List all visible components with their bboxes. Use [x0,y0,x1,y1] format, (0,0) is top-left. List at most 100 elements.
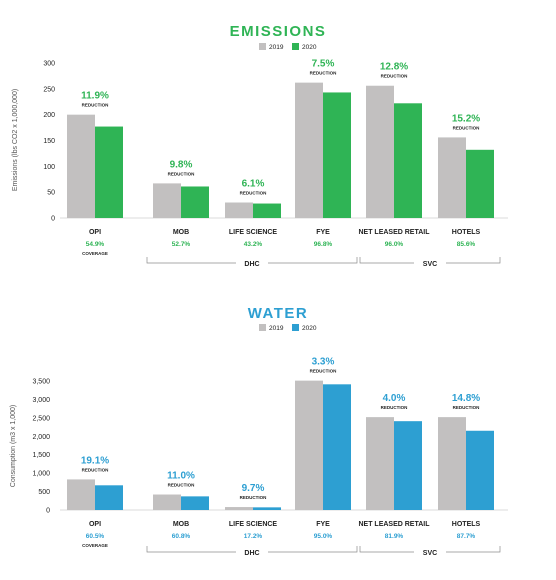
water-reduction-value: 9.7% [242,483,265,494]
emissions-legend-label-2020: 2020 [302,44,317,51]
water-category-label: OPI [89,521,101,528]
water-bar-2019 [225,507,253,510]
emissions-reduction-value: 7.5% [312,59,335,70]
emissions-bar-2020 [323,92,351,218]
water-bar-2020 [394,421,422,510]
emissions-group-label: DHC [244,261,259,268]
water-y-tick-label: 1,500 [32,452,50,459]
water-legend-swatch-2020 [292,324,299,331]
water-y-tick-label: 3,500 [32,379,50,386]
water-bar-2019 [295,380,323,510]
emissions-coverage-value: 96.8% [314,241,333,248]
water-bar-2019 [366,417,394,510]
water-bar-2020 [323,384,351,510]
emissions-bar-2020 [253,203,281,218]
emissions-reduction-value: 11.9% [81,91,109,102]
emissions-reduction-caption: REDUCTION [240,191,267,196]
emissions-reduction-value: 15.2% [452,113,480,124]
water-bar-2019 [438,417,466,510]
water-reduction-caption: REDUCTION [240,495,267,500]
water-category-label: LIFE SCIENCE [229,521,278,528]
water-coverage-value: 60.8% [172,533,191,540]
water-y-tick-label: 3,000 [32,397,50,404]
emissions-coverage-caption: COVERAGE [82,251,108,256]
water-legend-label-2020: 2020 [302,325,317,332]
water-bar-2019 [153,494,181,510]
emissions-category-label: LIFE SCIENCE [229,229,278,236]
water-category-label: FYE [316,521,330,528]
emissions-reduction-caption: REDUCTION [168,171,195,176]
emissions-group-label-bg [414,258,446,268]
emissions-y-axis-label: Emissions (lbs CO2 x 1,000,000) [12,89,19,191]
water-coverage-value: 17.2% [244,533,263,540]
emissions-reduction-caption: REDUCTION [82,103,109,108]
emissions-bar-2020 [466,149,494,218]
emissions-legend: 2019 2020 [259,43,317,51]
emissions-bar-2019 [225,202,253,218]
emissions-bar-2019 [295,82,323,218]
water-category-label: MOB [173,521,189,528]
water-coverage-value: 81.9% [385,533,404,540]
water-chart: WATER 2019 2020 Consumption (m3 x 1,000) 0 50… [10,305,508,557]
water-bar-2020 [253,507,281,510]
water-bar-2020 [95,485,123,510]
water-category-label: HOTELS [452,521,481,528]
emissions-reduction-caption: REDUCTION [310,71,337,76]
emissions-y-tick-label: 50 [47,190,55,197]
water-reduction-caption: REDUCTION [168,483,195,488]
emissions-group-label: SVC [423,261,437,268]
water-coverage-caption: COVERAGE [82,543,108,548]
water-group-label-bg [236,547,268,557]
water-reduction-caption: REDUCTION [82,467,109,472]
emissions-reduction-caption: REDUCTION [453,125,480,130]
emissions-y-tick-label: 100 [43,164,55,171]
emissions-title: EMISSIONS [230,23,327,40]
emissions-bar-2019 [67,114,95,218]
water-y-tick-label: 1,000 [32,471,50,478]
emissions-legend-label-2019: 2019 [269,44,284,51]
water-y-tick-label: 2,000 [32,434,50,441]
emissions-y-tick-label: 150 [43,138,55,145]
water-group-label: SVC [423,550,437,557]
emissions-chart: EMISSIONS 2019 2020 Emissions (lbs CO2 x 1,… [12,23,508,268]
emissions-reduction-value: 6.1% [242,179,265,190]
emissions-coverage-value: 52.7% [172,241,191,248]
water-title: WATER [248,305,309,322]
water-reduction-value: 19.1% [81,455,109,466]
water-bar-2020 [181,496,209,510]
water-y-tick-label: 500 [38,489,50,496]
emissions-reduction-caption: REDUCTION [381,74,408,79]
water-legend: 2019 2020 [259,324,317,332]
water-y-tick-label: 0 [46,508,50,515]
water-coverage-value: 95.0% [314,533,333,540]
water-reduction-value: 14.8% [452,393,480,404]
emissions-category-label: FYE [316,229,330,236]
emissions-coverage-value: 54.9% [86,241,105,248]
emissions-group-label-bg [236,258,268,268]
water-reduction-caption: REDUCTION [310,369,337,374]
emissions-coverage-value: 43.2% [244,241,263,248]
emissions-y-tick-label: 250 [43,86,55,93]
emissions-legend-swatch-2019 [259,43,266,50]
water-reduction-caption: REDUCTION [381,405,408,410]
emissions-bar-2020 [95,126,123,218]
water-legend-swatch-2019 [259,324,266,331]
emissions-y-tick-label: 300 [43,61,55,68]
water-y-axis-label: Consumption (m3 x 1,000) [10,405,17,487]
emissions-reduction-value: 12.8% [380,62,408,73]
emissions-bar-2019 [366,85,394,218]
water-coverage-value: 87.7% [457,533,476,540]
water-bar-2019 [67,479,95,510]
emissions-category-label: MOB [173,229,189,236]
emissions-bar-2020 [394,103,422,218]
water-reduction-caption: REDUCTION [453,405,480,410]
emissions-category-label: NET LEASED RETAIL [358,229,430,236]
water-bar-2020 [466,430,494,510]
emissions-bar-2020 [181,186,209,218]
water-reduction-value: 4.0% [383,393,406,404]
emissions-category-label: OPI [89,229,101,236]
water-group-label-bg [414,547,446,557]
emissions-category-label: HOTELS [452,229,481,236]
